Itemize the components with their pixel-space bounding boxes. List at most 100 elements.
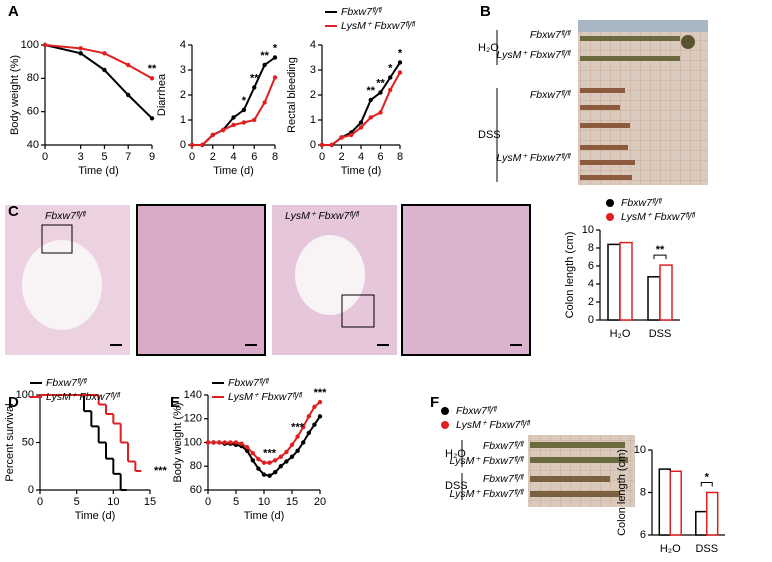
bar: [695, 510, 708, 536]
series-line: [192, 56, 276, 146]
x-tick-label: H₂O: [660, 543, 681, 555]
y-tick-label: 60: [27, 106, 39, 118]
x-axis-label: Time (d): [341, 165, 382, 177]
panel-label: E: [170, 394, 180, 411]
data-point: [189, 142, 195, 148]
data-point: [210, 132, 215, 138]
x-axis-label: Time (d): [244, 510, 285, 522]
data-point: [200, 142, 205, 148]
bar: [669, 470, 682, 536]
group-label: DSS: [478, 129, 501, 141]
data-point: [273, 469, 278, 475]
x-tick-label: 10: [107, 496, 119, 508]
data-point: [329, 142, 334, 148]
y-tick-label: 4: [310, 39, 316, 51]
significance-label: **: [376, 77, 385, 89]
data-point: [256, 456, 261, 462]
y-tick-label: 0: [588, 314, 594, 326]
data-point: [306, 414, 311, 419]
y-tick-label: 0: [28, 484, 34, 496]
significance-label: ***: [154, 465, 168, 477]
data-point: [231, 122, 236, 128]
x-tick-label: 3: [78, 151, 84, 163]
data-point: [272, 75, 278, 80]
data-point: [278, 454, 283, 459]
x-tick-label: 2: [338, 151, 344, 163]
y-tick-label: 100: [16, 389, 34, 401]
y-tick-label: 120: [184, 413, 202, 425]
genotype-label: Fbxw7ᶠˡ/ᶠˡ: [483, 473, 524, 485]
x-tick-label: 6: [377, 151, 383, 163]
x-tick-label: 0: [37, 496, 43, 508]
y-tick-label: 50: [22, 436, 34, 448]
data-point: [262, 100, 267, 105]
x-tick-label: 5: [233, 496, 239, 508]
bar: [607, 243, 621, 321]
significance-label: *: [242, 95, 247, 107]
bar: [706, 491, 719, 536]
y-tick-label: 10: [634, 444, 646, 456]
significance-bracket: [653, 254, 667, 260]
legend-label: Fbxw7ᶠˡ/ᶠˡ: [341, 6, 382, 18]
data-point: [358, 125, 364, 130]
data-point: [149, 116, 155, 121]
group-label: DSS: [445, 480, 468, 492]
legend-label: Fbxw7ᶠˡ/ᶠˡ: [621, 197, 662, 209]
data-point: [102, 51, 107, 56]
data-point: [233, 440, 239, 445]
y-tick-label: 0: [180, 139, 186, 151]
data-point: [368, 97, 373, 103]
data-point: [239, 441, 244, 446]
data-point: [241, 107, 247, 113]
data-point: [295, 434, 300, 439]
bar: [647, 276, 661, 321]
data-point: [126, 62, 131, 68]
significance-label: ***: [291, 421, 305, 433]
x-tick-label: 5: [74, 496, 80, 508]
series-line: [192, 77, 276, 146]
genotype-label: LysM⁺ Fbxw7ᶠˡ/ᶠˡ: [450, 455, 524, 467]
series-line: [44, 44, 153, 80]
x-tick-label: 2: [210, 151, 216, 163]
x-tick-label: 5: [101, 151, 107, 163]
y-axis-label: Colon length (cm): [616, 449, 628, 536]
data-point: [149, 76, 155, 81]
data-point: [102, 67, 107, 73]
legend-label: LysM⁺ Fbxw7ᶠˡ/ᶠˡ: [228, 391, 302, 403]
y-tick-label: 80: [27, 72, 39, 84]
x-tick-label: 9: [149, 151, 155, 163]
y-tick-label: 140: [184, 389, 202, 401]
data-point: [378, 90, 383, 95]
data-point: [42, 42, 48, 48]
y-tick-label: 4: [180, 39, 186, 51]
significance-label: *: [388, 62, 393, 74]
genotype-label: LysM⁺ Fbxw7ᶠˡ/ᶠˡ: [285, 210, 359, 222]
legend-symbol: [441, 407, 449, 415]
data-point: [252, 85, 257, 90]
data-point: [289, 454, 295, 459]
data-point: [278, 464, 283, 469]
x-tick-label: 0: [189, 151, 195, 163]
x-tick-label: 4: [230, 151, 236, 163]
data-point: [273, 458, 278, 463]
data-point: [272, 55, 278, 60]
x-axis-label: Time (d): [78, 165, 119, 177]
data-point: [295, 448, 300, 454]
panel-label: D: [8, 394, 19, 411]
x-tick-label: 20: [314, 496, 326, 508]
panel-label: C: [8, 203, 19, 220]
x-tick-label: H₂O: [610, 328, 631, 340]
data-point: [250, 458, 255, 463]
data-point: [289, 442, 295, 448]
data-point: [312, 404, 317, 410]
genotype-label: Fbxw7ᶠˡ/ᶠˡ: [45, 210, 86, 222]
significance-label: *: [273, 42, 278, 54]
data-point: [231, 115, 236, 120]
y-axis-label: Diarrhea: [156, 73, 168, 116]
x-tick-label: 7: [125, 151, 131, 163]
genotype-label: LysM⁺ Fbxw7ᶠˡ/ᶠˡ: [497, 152, 571, 164]
y-tick-label: 2: [310, 89, 316, 101]
x-tick-label: 0: [319, 151, 325, 163]
y-tick-label: 100: [21, 39, 39, 51]
histology-images: [5, 204, 531, 356]
